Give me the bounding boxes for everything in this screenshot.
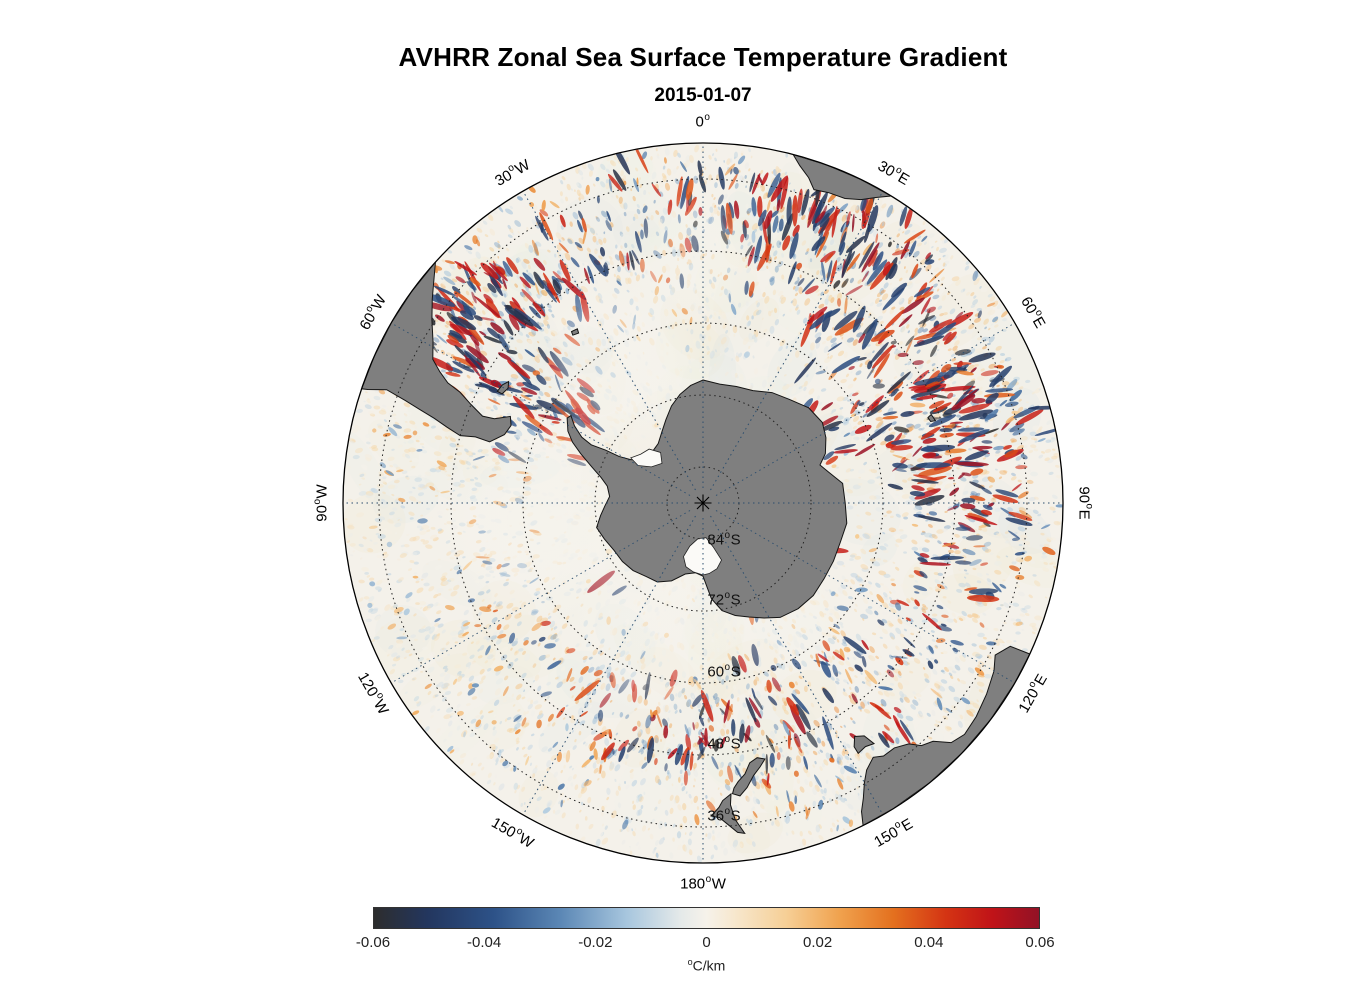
chart-title: AVHRR Zonal Sea Surface Temperature Grad… (398, 42, 1008, 72)
degree-superscript: o (687, 957, 693, 967)
unit-text: C/km (692, 957, 726, 974)
colorbar-tick-labels: -0.06 -0.04 -0.02 0 0.02 0.04 0.06 (356, 934, 1055, 952)
chart-date-subtitle: 2015-01-07 (654, 85, 752, 106)
antarctic-polar-map (303, 103, 1103, 903)
colorbar-tick-label: 0.06 (1025, 934, 1055, 951)
colorbar-tick-label: -0.02 (578, 934, 613, 951)
colorbar-tick-label: 0 (702, 934, 711, 951)
colorbar-tick-label: -0.04 (467, 934, 502, 951)
colorbar-unit-label: oC/km (373, 957, 1040, 974)
colorbar-gradient (373, 907, 1040, 929)
colorbar-tick-label: 0.04 (914, 934, 944, 951)
colorbar-tick-label: -0.06 (355, 934, 391, 951)
colorbar-tick-label: 0.02 (803, 934, 833, 951)
